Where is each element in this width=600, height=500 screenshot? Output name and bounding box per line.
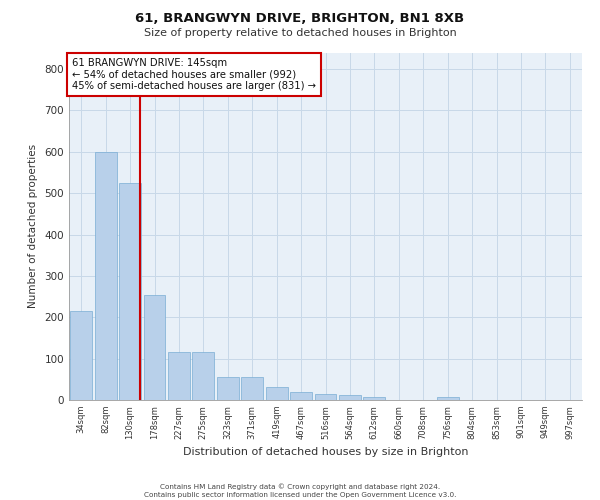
Bar (364, 396, 385, 400)
Text: Contains HM Land Registry data © Crown copyright and database right 2024.
Contai: Contains HM Land Registry data © Crown c… (144, 483, 456, 498)
Text: 61 BRANGWYN DRIVE: 145sqm
← 54% of detached houses are smaller (992)
45% of semi: 61 BRANGWYN DRIVE: 145sqm ← 54% of detac… (71, 58, 316, 91)
Text: Size of property relative to detached houses in Brighton: Size of property relative to detached ho… (143, 28, 457, 38)
Text: 61, BRANGWYN DRIVE, BRIGHTON, BN1 8XB: 61, BRANGWYN DRIVE, BRIGHTON, BN1 8XB (136, 12, 464, 26)
Bar (266, 387, 287, 400)
Bar (217, 377, 239, 400)
Y-axis label: Number of detached properties: Number of detached properties (28, 144, 38, 308)
Bar (314, 394, 337, 400)
Bar (290, 392, 312, 400)
Bar (437, 397, 458, 400)
Bar (339, 395, 361, 400)
X-axis label: Distribution of detached houses by size in Brighton: Distribution of detached houses by size … (183, 447, 468, 457)
Bar (143, 294, 166, 400)
Bar (119, 183, 141, 400)
Bar (70, 311, 92, 400)
Bar (193, 352, 214, 400)
Bar (241, 377, 263, 400)
Bar (168, 352, 190, 400)
Bar (95, 152, 116, 400)
